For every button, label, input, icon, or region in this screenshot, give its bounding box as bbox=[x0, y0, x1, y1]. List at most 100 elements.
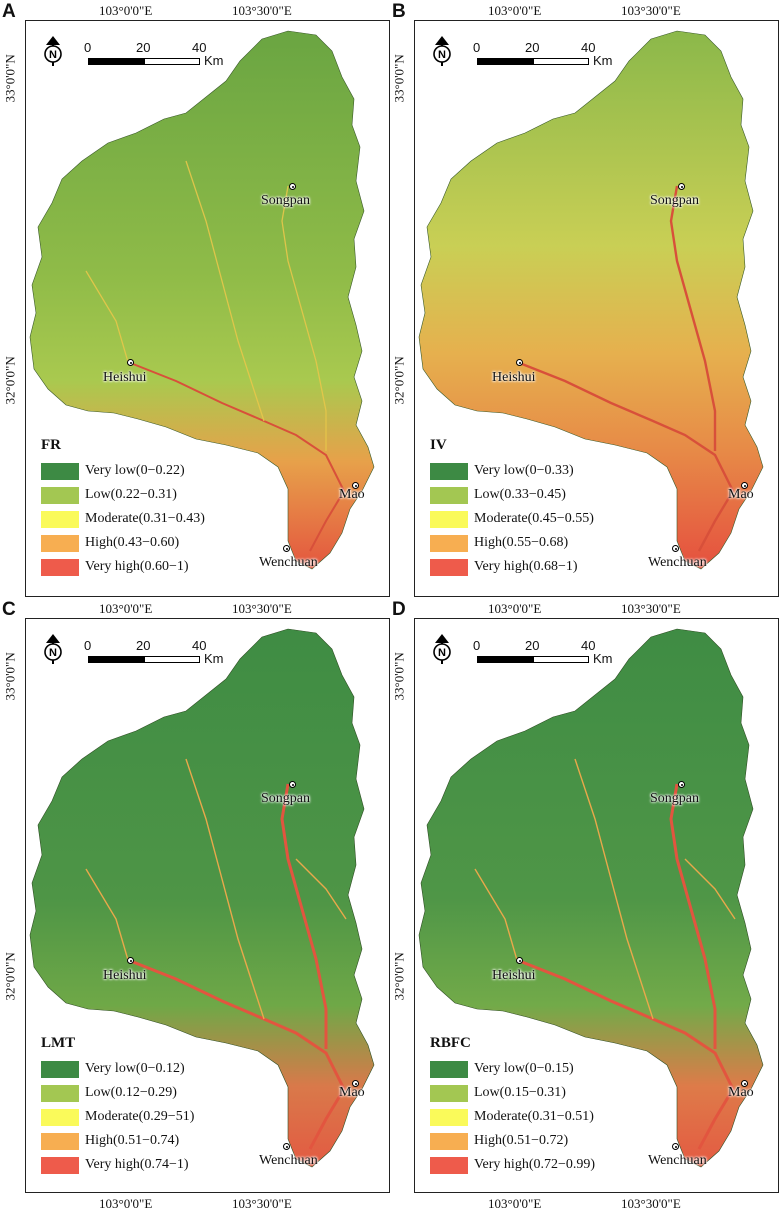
legend-swatch bbox=[430, 558, 468, 576]
city-label-mao: Mao bbox=[339, 487, 365, 502]
legend-swatch bbox=[430, 534, 468, 552]
legend-swatch bbox=[430, 1084, 468, 1102]
lon-label-top-east: 103°30'0"E bbox=[621, 601, 681, 616]
lat-label-north: 33°0'0"N bbox=[2, 652, 18, 701]
city-label-mao: Mao bbox=[728, 487, 754, 502]
river-network bbox=[127, 783, 346, 1150]
legend-item: Very low(0−0.12) bbox=[41, 1057, 194, 1081]
river-network bbox=[85, 160, 327, 451]
scale-unit: Km bbox=[204, 651, 224, 666]
north-arrow-icon: N bbox=[433, 634, 451, 664]
city-label-songpan: Songpan bbox=[650, 193, 699, 208]
legend-swatch bbox=[41, 534, 79, 552]
city-marker-heishui bbox=[127, 359, 134, 366]
city-marker-songpan bbox=[289, 183, 296, 190]
legend-label: Very low(0−0.12) bbox=[85, 1061, 185, 1076]
legend: IV Very low(0−0.33) Low(0.33−0.45) Moder… bbox=[430, 438, 594, 579]
legend-label: High(0.51−0.74) bbox=[85, 1133, 180, 1148]
lon-label-top-west: 103°0'0"E bbox=[99, 601, 153, 616]
legend-label: Very high(0.74−1) bbox=[85, 1157, 189, 1172]
legend-item: Low(0.33−0.45) bbox=[430, 483, 594, 507]
panel-letter-c: C bbox=[2, 599, 16, 620]
legend-item: Low(0.15−0.31) bbox=[430, 1081, 595, 1105]
scale-segment-black bbox=[477, 656, 533, 663]
lon-label-bottom-west: 103°0'0"E bbox=[488, 1196, 542, 1211]
legend-swatch bbox=[430, 1156, 468, 1174]
north-letter: N bbox=[438, 49, 446, 61]
scale-tick-40: 40 bbox=[192, 638, 207, 653]
legend-swatch bbox=[41, 462, 79, 480]
city-label-mao: Mao bbox=[728, 1085, 754, 1100]
river-network bbox=[516, 185, 735, 552]
lat-label-south: 32°0'0"N bbox=[2, 356, 18, 405]
legend-item: Very high(0.74−1) bbox=[41, 1153, 194, 1177]
legend-item: High(0.51−0.74) bbox=[41, 1129, 194, 1153]
legend-swatch bbox=[41, 486, 79, 504]
legend-label: Moderate(0.29−51) bbox=[85, 1109, 195, 1124]
city-label-wenchuan: Wenchuan bbox=[648, 1153, 707, 1168]
river-network bbox=[85, 758, 347, 1020]
scale-unit: Km bbox=[593, 53, 613, 68]
study-area bbox=[418, 30, 764, 570]
legend-item: Low(0.22−0.31) bbox=[41, 483, 205, 507]
legend-label: Low(0.15−0.31) bbox=[474, 1085, 566, 1100]
city-marker-mao bbox=[352, 482, 359, 489]
city-label-heishui: Heishui bbox=[103, 968, 147, 983]
legend-swatch bbox=[430, 1060, 468, 1078]
susceptibility-map bbox=[418, 30, 764, 570]
legend-label: High(0.55−0.68) bbox=[474, 535, 569, 550]
legend-item: Very low(0−0.15) bbox=[430, 1057, 595, 1081]
city-label-mao: Mao bbox=[339, 1085, 365, 1100]
legend-label: Low(0.22−0.31) bbox=[85, 487, 177, 502]
legend-swatch bbox=[41, 1060, 79, 1078]
legend-item: Moderate(0.31−0.51) bbox=[430, 1105, 595, 1129]
scale-tick-20: 20 bbox=[525, 638, 540, 653]
legend-item: High(0.55−0.68) bbox=[430, 531, 594, 555]
legend-swatch bbox=[41, 1084, 79, 1102]
susceptibility-map bbox=[418, 628, 764, 1168]
legend-label: High(0.51−0.72) bbox=[474, 1133, 569, 1148]
lat-label-north: 33°0'0"N bbox=[2, 54, 18, 103]
lat-label-north: 33°0'0"N bbox=[391, 54, 407, 103]
city-marker-heishui bbox=[516, 957, 523, 964]
city-label-heishui: Heishui bbox=[492, 968, 536, 983]
lat-label-north: 33°0'0"N bbox=[391, 652, 407, 701]
study-area bbox=[418, 628, 764, 1168]
lon-label-bottom-west: 103°0'0"E bbox=[99, 1196, 153, 1211]
lon-label-top-west: 103°0'0"E bbox=[488, 601, 542, 616]
legend: RBFC Very low(0−0.15) Low(0.15−0.31) Mod… bbox=[430, 1036, 595, 1177]
city-label-songpan: Songpan bbox=[650, 791, 699, 806]
scale-tick-0: 0 bbox=[473, 40, 481, 55]
legend-item: High(0.51−0.72) bbox=[430, 1129, 595, 1153]
north-letter: N bbox=[438, 647, 446, 659]
legend-label: Low(0.33−0.45) bbox=[474, 487, 566, 502]
scale-tick-20: 20 bbox=[525, 40, 540, 55]
legend-swatch bbox=[41, 558, 79, 576]
scale-tick-0: 0 bbox=[84, 40, 92, 55]
legend-label: Very low(0−0.15) bbox=[474, 1061, 574, 1076]
city-label-wenchuan: Wenchuan bbox=[259, 1153, 318, 1168]
lon-label-bottom-east: 103°30'0"E bbox=[621, 1196, 681, 1211]
river-network bbox=[516, 783, 735, 1150]
scale-tick-0: 0 bbox=[84, 638, 92, 653]
river-network bbox=[474, 758, 736, 1020]
city-marker-heishui bbox=[516, 359, 523, 366]
legend-item: Moderate(0.29−51) bbox=[41, 1105, 194, 1129]
city-marker-wenchuan bbox=[283, 545, 290, 552]
north-arrow-icon: N bbox=[44, 36, 62, 66]
scale-segment-white bbox=[144, 656, 200, 663]
city-label-heishui: Heishui bbox=[492, 370, 536, 385]
scale-tick-40: 40 bbox=[581, 638, 596, 653]
city-marker-mao bbox=[741, 1080, 748, 1087]
legend-swatch bbox=[41, 1132, 79, 1150]
city-marker-wenchuan bbox=[672, 545, 679, 552]
scale-tick-40: 40 bbox=[192, 40, 207, 55]
city-label-wenchuan: Wenchuan bbox=[259, 555, 318, 570]
legend-swatch bbox=[430, 1108, 468, 1126]
map-frame: 0 20 40 Km N Songpan Heishui Mao Wenchua… bbox=[414, 20, 779, 597]
legend-label: Moderate(0.45−0.55) bbox=[474, 511, 594, 526]
scale-segment-white bbox=[533, 58, 589, 65]
lon-label-bottom-east: 103°30'0"E bbox=[232, 1196, 292, 1211]
scale-tick-40: 40 bbox=[581, 40, 596, 55]
lon-label-top-west: 103°0'0"E bbox=[488, 3, 542, 18]
